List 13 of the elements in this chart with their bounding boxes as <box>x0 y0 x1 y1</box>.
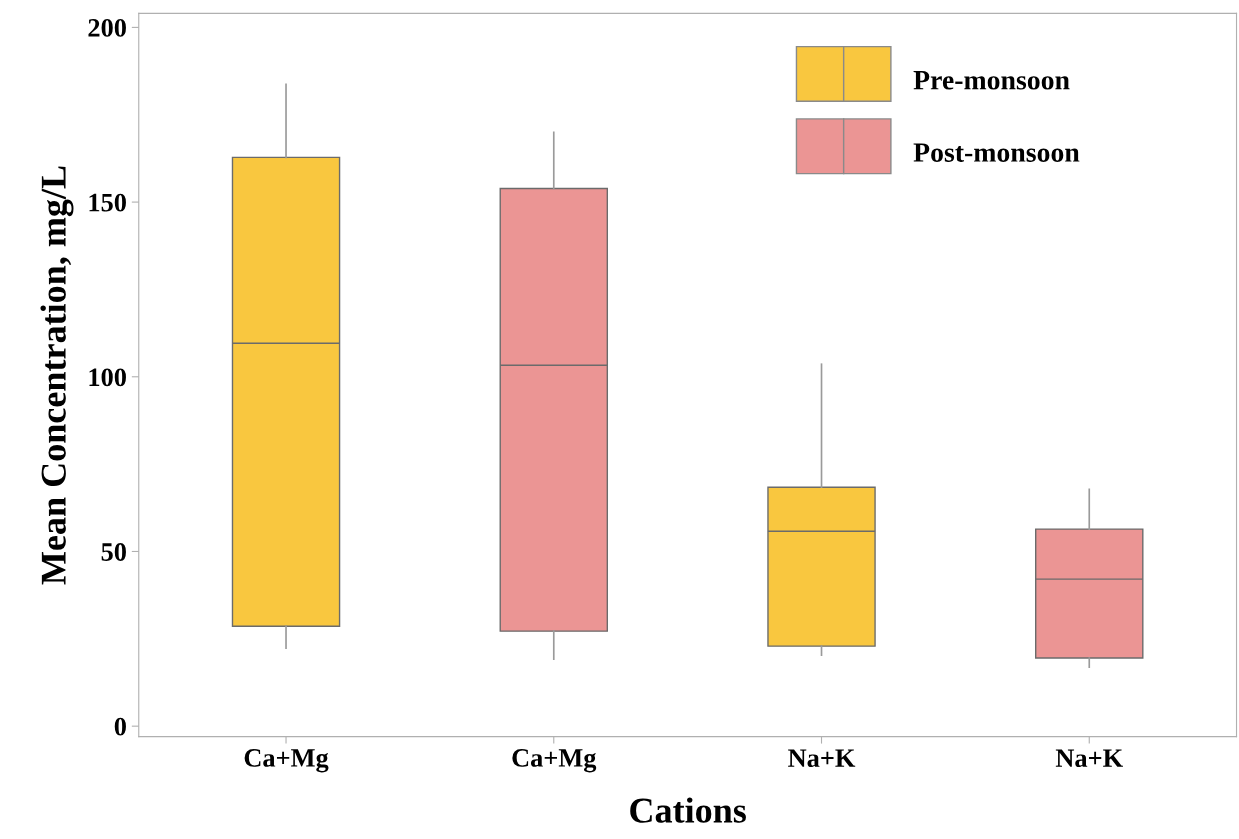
y-tick-label: 200 <box>88 19 126 37</box>
x-axis-title: Cations <box>630 797 746 823</box>
x-tick-label: Na+K <box>788 749 856 768</box>
legend-label: Post-monsoon <box>913 143 1080 162</box>
y-axis-title: Mean Concentration, mg/L <box>40 166 74 585</box>
y-tick-label: 150 <box>89 193 126 212</box>
y-tick-label: 50 <box>101 543 126 561</box>
y-tick-label: 0 <box>114 717 126 736</box>
x-tick-label: Ca+Mg <box>512 749 597 773</box>
x-tick-label: Ca+Mg <box>244 749 329 773</box>
x-tick-label: Na+K <box>1055 749 1123 768</box>
legend-label: Pre-monsoon <box>913 71 1070 90</box>
y-tick-label: 100 <box>89 368 126 387</box>
